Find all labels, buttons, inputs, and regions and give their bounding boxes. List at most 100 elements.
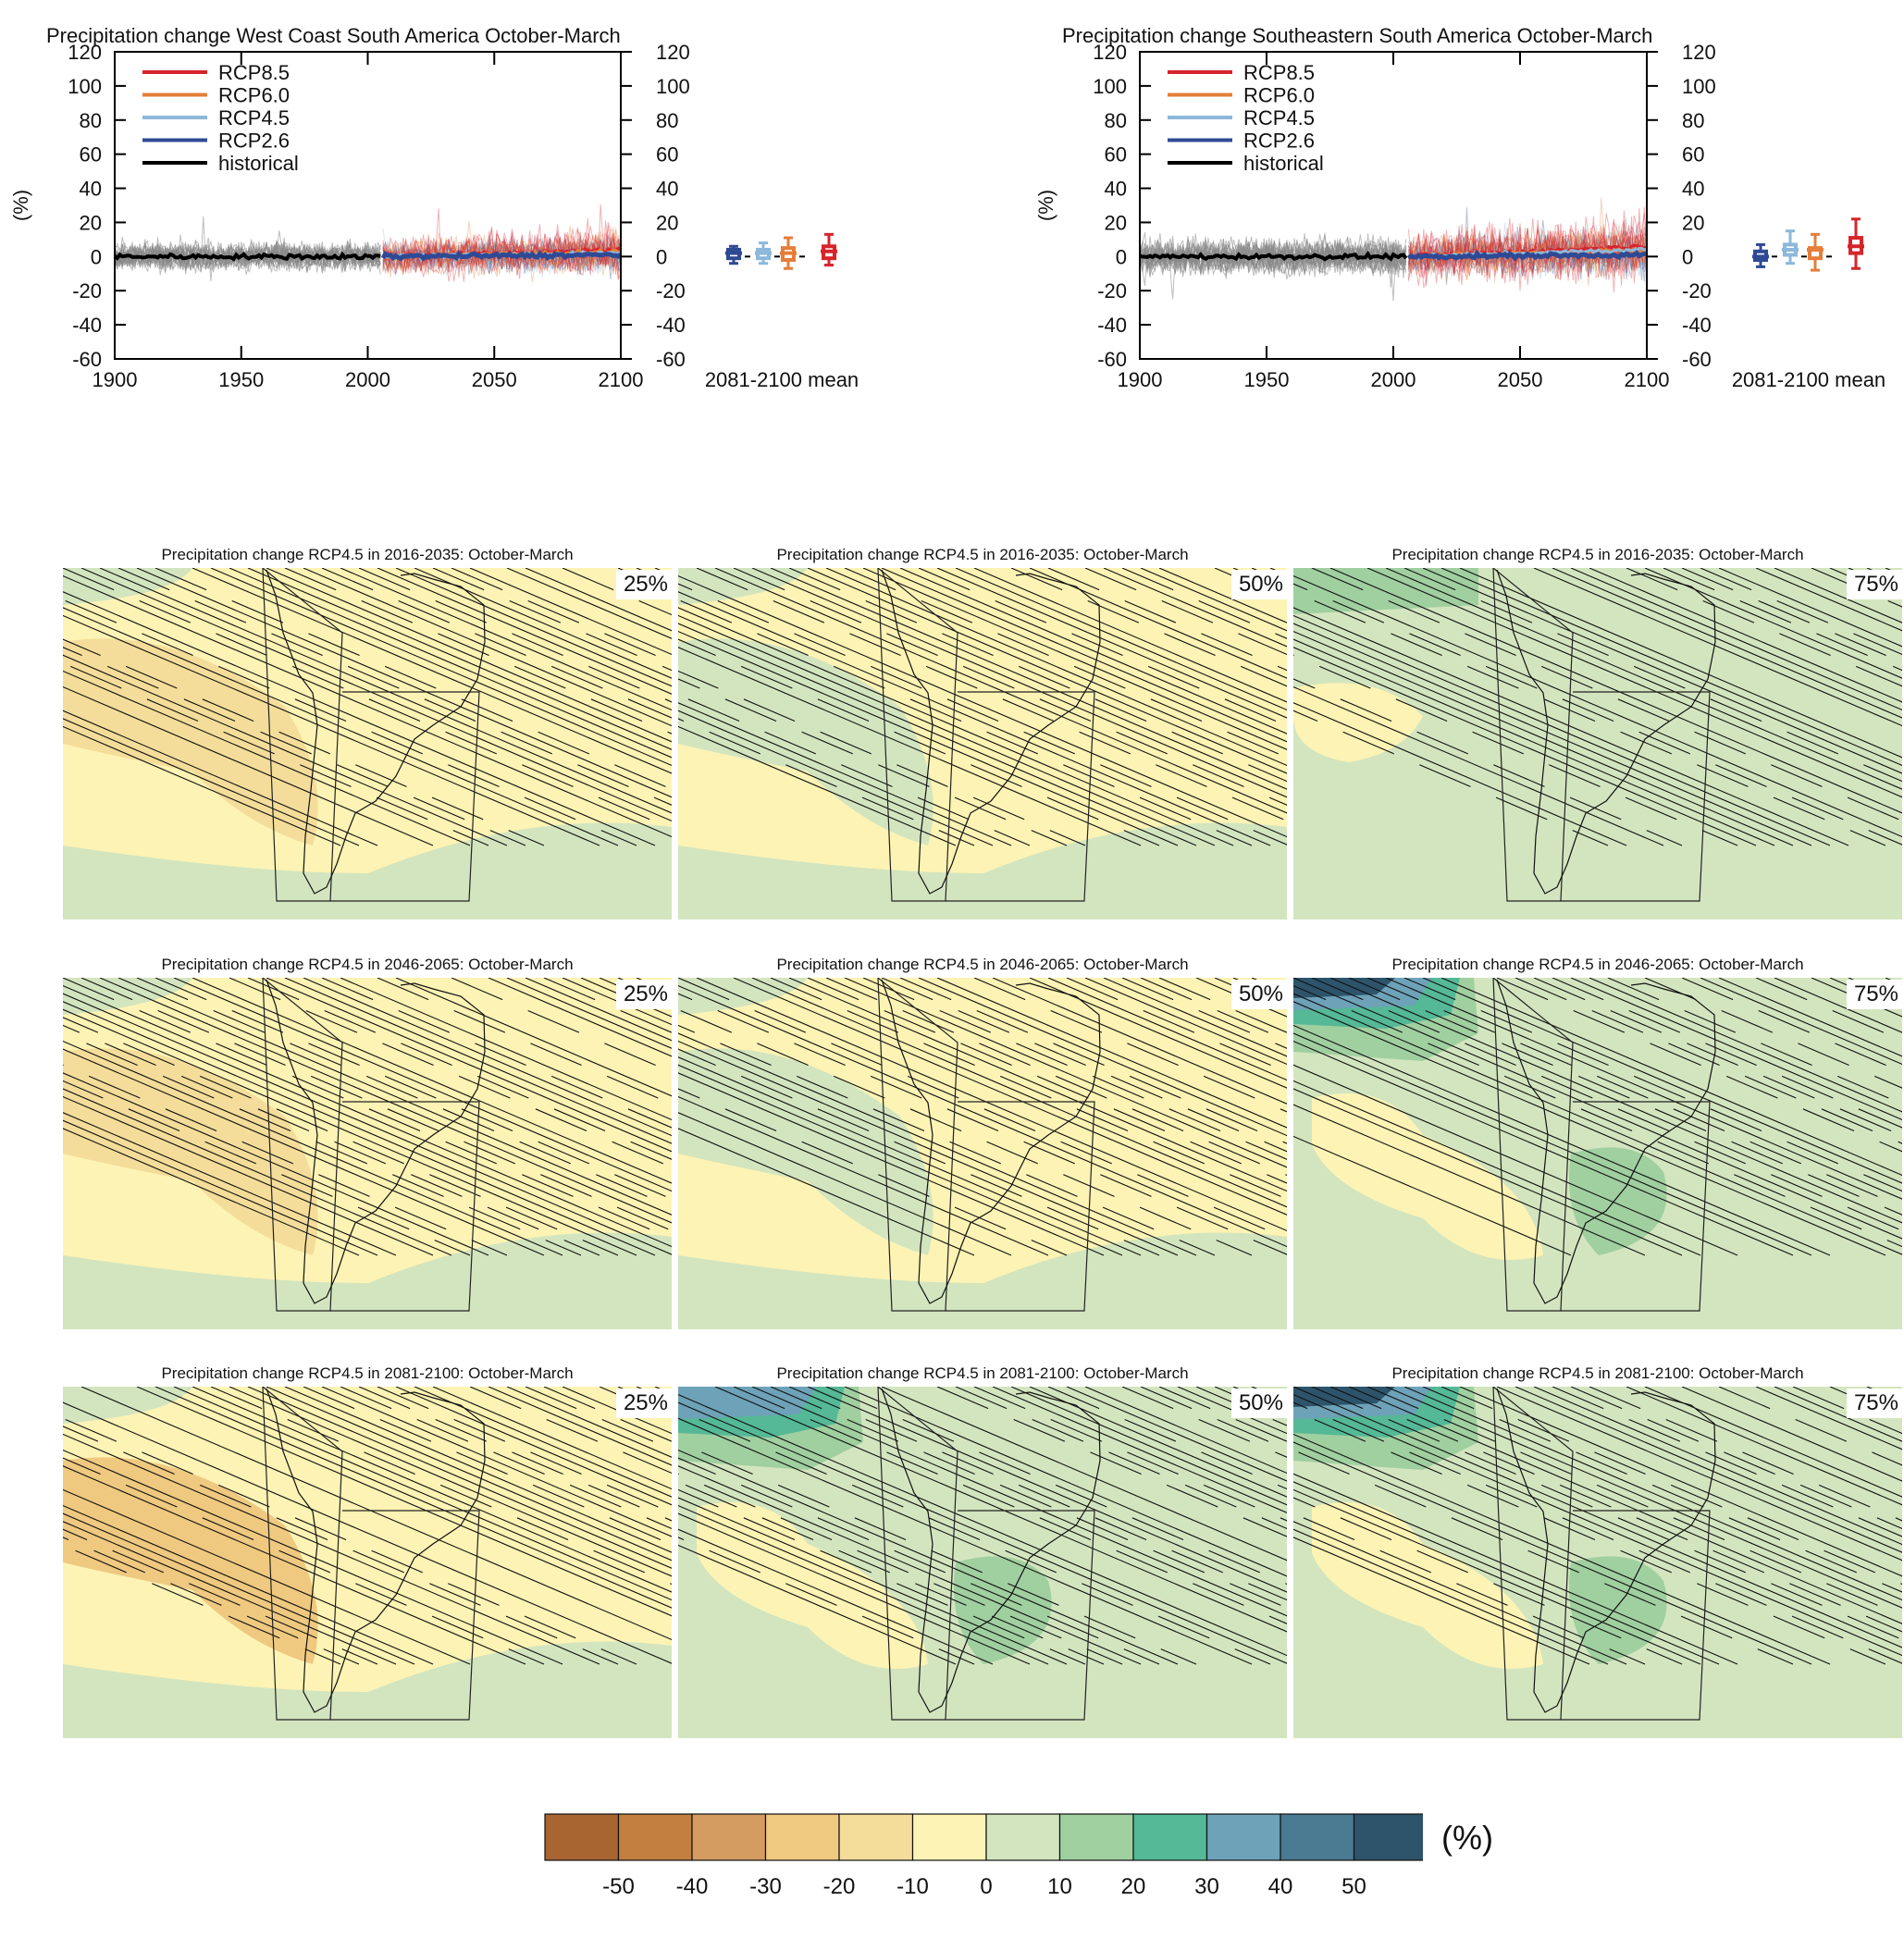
map-canvas	[678, 978, 1287, 1329]
hatch-line	[525, 568, 672, 632]
hatch-line	[266, 978, 672, 1153]
hatch-line	[1589, 1387, 1902, 1522]
series-group	[113, 204, 623, 283]
hatching	[63, 1387, 672, 1665]
hatch-line	[770, 1387, 1287, 1609]
colorbar-tick-label: 10	[1047, 1874, 1072, 1899]
hatch-line	[506, 568, 672, 639]
map-title: Precipitation change RCP4.5 in 2046-2065…	[776, 956, 1189, 973]
scenario-model-line	[382, 231, 622, 278]
map-region	[678, 1232, 1287, 1329]
hatch-line	[266, 568, 672, 743]
hatch-line	[733, 978, 1287, 1216]
scenario-model-line	[382, 234, 622, 277]
hatch-line	[678, 1095, 1049, 1256]
hatch-line	[733, 568, 1287, 806]
hatch-line	[284, 568, 672, 734]
hatch-line	[63, 1457, 545, 1665]
hatch-line	[1084, 978, 1287, 1066]
hatch-line	[63, 614, 600, 846]
hatch-line	[1293, 978, 1902, 1240]
hatch-line	[284, 1387, 672, 1553]
hatching	[678, 978, 1287, 1256]
hatch-line	[678, 710, 994, 846]
hatch-line	[973, 1387, 1287, 1522]
hatch-line	[1533, 1387, 1902, 1546]
map-region	[678, 978, 808, 1015]
hatch-line	[1029, 568, 1287, 679]
colorbar-segment	[1132, 1813, 1208, 1861]
hatch-line	[862, 568, 1287, 750]
map-region	[1312, 1502, 1543, 1669]
hatch-line	[1589, 568, 1902, 703]
hatch-line	[340, 568, 672, 711]
hatch-line	[1293, 1393, 1902, 1657]
map-canvas	[1293, 568, 1902, 920]
hatch-line	[1293, 638, 1775, 846]
hatch-line	[1293, 1032, 1812, 1256]
y-tick-label: -40	[656, 314, 686, 337]
hatch-line	[63, 647, 526, 846]
hatch-line	[678, 1008, 1253, 1256]
hatch-line	[469, 1387, 672, 1475]
hatch-line	[770, 978, 1287, 1200]
hatch-line	[678, 1112, 1012, 1256]
hatch-line	[1774, 568, 1902, 623]
hatch-line	[1681, 978, 1902, 1073]
hatch-line	[678, 1537, 975, 1665]
mean-period-label: 2081-2100 mean	[1732, 368, 1885, 391]
historical-model-line	[1139, 232, 1407, 280]
hatch-line	[562, 568, 672, 616]
colorbar-tick-label: -40	[675, 1874, 709, 1899]
hatch-line	[63, 1544, 341, 1665]
hatch-line	[862, 978, 1287, 1160]
hatch-line	[1422, 978, 1902, 1184]
scenario-model-line	[382, 224, 622, 276]
hatch-line	[192, 978, 672, 1184]
percentile-label: 25%	[615, 980, 675, 1009]
hatch-line	[1718, 1387, 1902, 1466]
hatch-line	[63, 654, 508, 846]
hatch-line	[63, 1417, 637, 1665]
y-tick-label: 60	[1105, 143, 1127, 167]
southeastern-region-box	[330, 1101, 480, 1312]
legend-label: RCP6.0	[218, 84, 290, 107]
hatch-line	[678, 718, 975, 846]
hatch-line	[678, 1401, 1287, 1664]
hatch-line	[63, 1080, 471, 1256]
hatch-line	[543, 978, 672, 1033]
hatch-line	[1293, 1481, 1720, 1665]
hatch-line	[899, 568, 1287, 734]
hatch-line	[1533, 568, 1902, 727]
hatch-line	[678, 702, 1012, 846]
hatch-line	[992, 1387, 1287, 1513]
timeseries-plot: -60 -60 -40 -40 -20 -20 0 0 20 20 40 40 60 60 80 80 100 1…	[9, 41, 859, 391]
series-group	[1139, 197, 1648, 302]
colorbar-tick-label: 20	[1120, 1874, 1146, 1899]
hatch-line	[678, 1024, 1216, 1256]
hatch-line	[1311, 1387, 1902, 1641]
hatch-line	[1329, 568, 1902, 814]
colorbar-tick-label: -50	[602, 1874, 635, 1899]
hatch-line	[63, 1433, 600, 1665]
hatch-line	[63, 568, 672, 830]
scenario-model-line	[1407, 235, 1648, 277]
hatch-line	[63, 1426, 619, 1665]
map-region	[63, 568, 192, 605]
percentile-label: 75%	[1846, 570, 1904, 599]
hatch-line	[1755, 1387, 1902, 1450]
legend-label: historical	[1243, 152, 1324, 175]
y-tick-label: 0	[1682, 245, 1693, 268]
timeseries-west-coast: Precipitation change West Coast South Am…	[0, 0, 953, 537]
hatch-line	[918, 978, 1287, 1137]
hatch-line	[678, 599, 1253, 846]
hatch-line	[1626, 568, 1902, 687]
hatch-line	[321, 568, 672, 719]
hatch-line	[1403, 978, 1902, 1192]
hatch-line	[63, 1088, 452, 1256]
hatch-line	[788, 568, 1287, 783]
hatch-line	[525, 1387, 672, 1450]
hatch-line	[229, 1387, 672, 1577]
hatch-line	[63, 662, 489, 846]
hatch-line	[788, 978, 1287, 1192]
